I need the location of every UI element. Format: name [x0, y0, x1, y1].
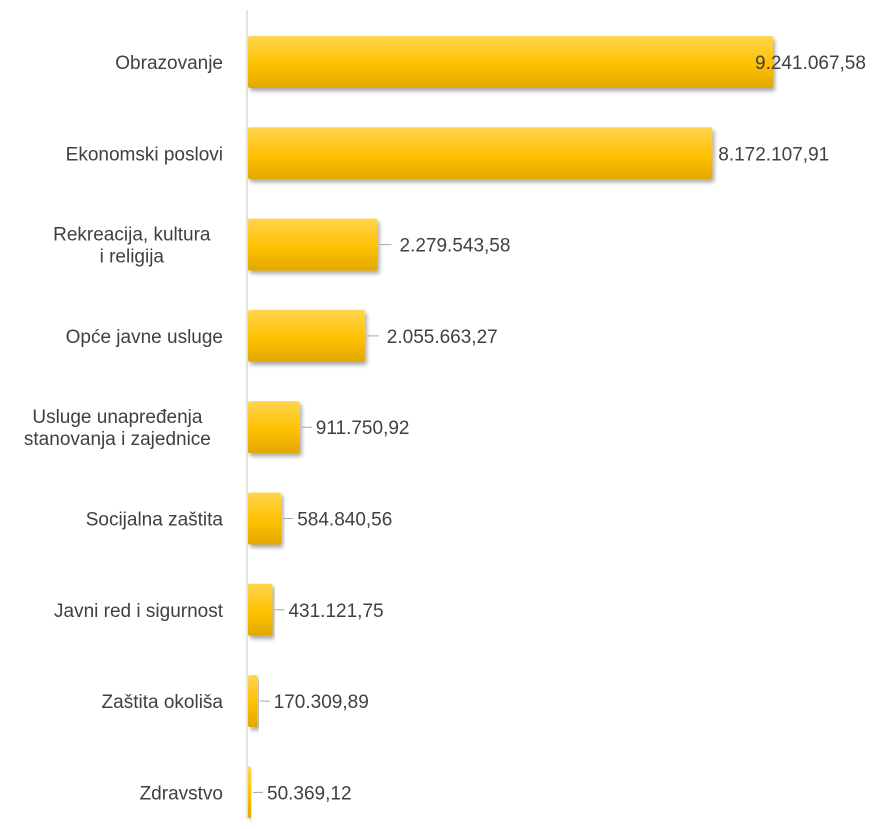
- bar: [248, 309, 365, 362]
- bar: [248, 492, 282, 545]
- bar: [248, 675, 258, 728]
- bar: [248, 766, 251, 819]
- bar: [248, 36, 773, 88]
- category-label: Obrazovanje: [115, 53, 223, 74]
- bar: [248, 127, 713, 180]
- category-label: Rekreacija, kultura i religija: [53, 225, 211, 268]
- category-label: Zaštita okoliša: [102, 692, 224, 713]
- bars-layer: [248, 36, 773, 819]
- category-label-line: Ekonomski poslovi: [66, 144, 223, 165]
- value-label: 2.055.663,27: [387, 327, 498, 348]
- category-label: Opće javne usluge: [66, 327, 223, 348]
- category-label: Javni red i sigurnost: [54, 601, 224, 622]
- category-label-line: Zdravstvo: [140, 783, 223, 804]
- value-label: 431.121,75: [288, 601, 383, 622]
- category-label-line: Zaštita okoliša: [102, 692, 224, 713]
- value-label: 8.172.107,91: [718, 144, 829, 165]
- bar: [248, 218, 378, 271]
- category-label: Ekonomski poslovi: [66, 144, 223, 165]
- value-label: 170.309,89: [274, 692, 369, 713]
- bar: [248, 401, 300, 454]
- bar: [248, 583, 273, 636]
- labels-layer: 9.241.067,58 Obrazovanje 8.172.107,91 Ekono…: [24, 53, 866, 804]
- value-label: 584.840,56: [297, 510, 392, 531]
- value-label: 2.279.543,58: [400, 236, 511, 257]
- category-label-line: i religija: [100, 247, 165, 268]
- value-label: 911.750,92: [316, 418, 410, 439]
- category-label-line: stanovanja i zajednice: [24, 429, 211, 450]
- value-label: 50.369,12: [267, 783, 352, 804]
- category-label-line: Rekreacija, kultura: [53, 225, 211, 246]
- value-label: 9.241.067,58: [755, 53, 866, 74]
- category-label: Zdravstvo: [140, 783, 223, 804]
- category-label-line: Socijalna zaštita: [86, 510, 224, 531]
- category-label: Socijalna zaštita: [86, 510, 224, 531]
- category-label: Usluge unapređenja stanovanja i zajednice: [24, 407, 211, 450]
- category-label-line: Usluge unapređenja: [32, 407, 203, 428]
- category-label-line: Obrazovanje: [115, 53, 223, 74]
- category-label-line: Opće javne usluge: [66, 327, 223, 348]
- category-label-line: Javni red i sigurnost: [54, 601, 224, 622]
